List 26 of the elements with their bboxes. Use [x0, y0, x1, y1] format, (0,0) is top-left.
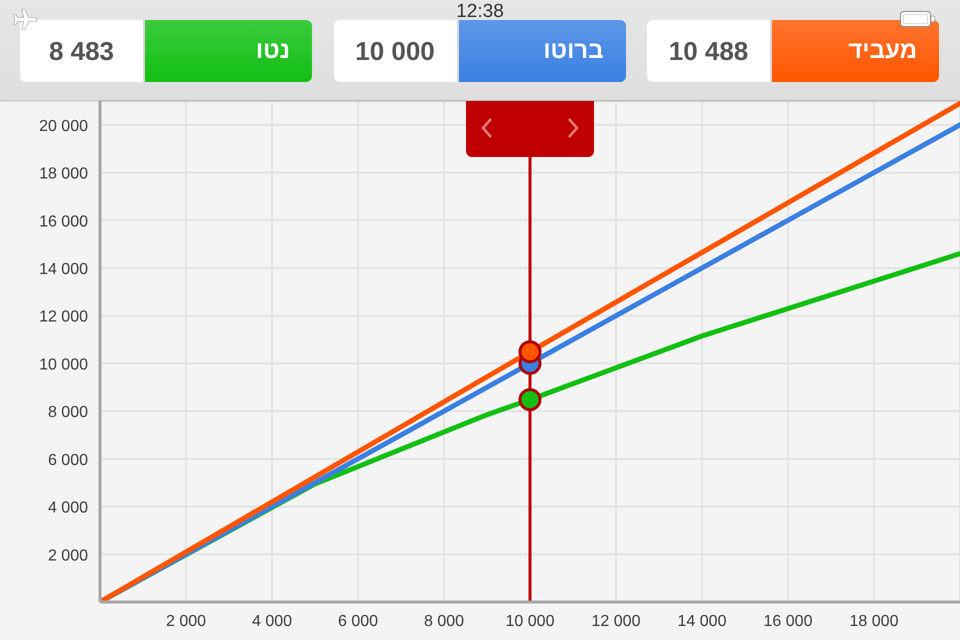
x-tick-label: 2 000 — [166, 613, 206, 630]
y-tick-label: 12 000 — [39, 308, 88, 326]
y-tick-label: 2 000 — [48, 547, 88, 564]
y-tick-label: 10 000 — [39, 356, 88, 374]
text: 10 488 — [668, 36, 748, 66]
text: נטו — [256, 37, 290, 64]
text: 12:38 — [456, 1, 504, 22]
y-tick-label: 8 000 — [48, 404, 88, 422]
x-tick-label: 16 000 — [764, 613, 813, 630]
y-tick-label: 18 000 — [39, 166, 88, 183]
y-tick-label: 6 000 — [48, 452, 88, 469]
text: 10 000 — [355, 36, 435, 66]
x-tick-label: 12 000 — [592, 613, 641, 630]
x-tick-label: 8 000 — [424, 613, 464, 630]
x-tick-label: 6 000 — [338, 613, 378, 630]
text: מעביד — [848, 37, 917, 64]
y-tick-label: 14 000 — [39, 261, 88, 278]
y-tick-label: 16 000 — [39, 213, 88, 230]
x-tick-label: 10 000 — [506, 613, 555, 630]
text: 8 483 — [48, 36, 114, 66]
text: ברוטו — [543, 37, 604, 64]
x-tick-label: 18 000 — [850, 613, 899, 630]
x-tick-label: 14 000 — [678, 613, 727, 630]
y-tick-label: 4 000 — [48, 500, 88, 517]
x-tick-label: 4 000 — [252, 613, 292, 630]
y-tick-label: 20 000 — [39, 118, 88, 135]
